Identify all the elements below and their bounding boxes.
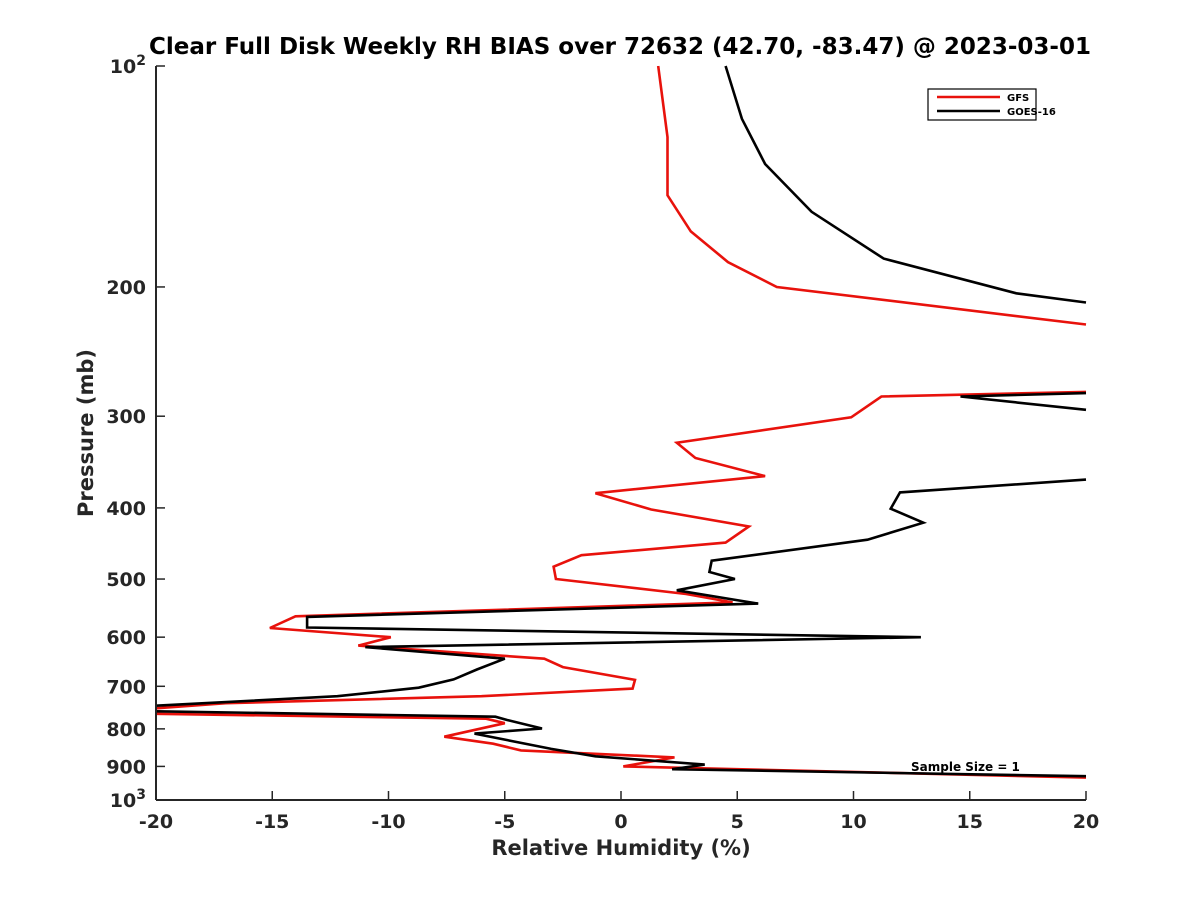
x-tick-label: -5 [494,811,515,833]
series-layer [155,65,1087,779]
y-tick-label-base: 10 [110,790,136,812]
x-axis-label: Relative Humidity (%) [491,836,750,860]
legend: GFS GOES-16 [927,88,1056,121]
x-tick-label: -15 [255,811,289,833]
y-tick-label: 500 [106,569,146,591]
y-tick-label-exponent: 2 [136,53,146,69]
x-tick-label: -10 [371,811,405,833]
series-line-goes-16 [155,65,1087,778]
legend-label-goes-16: GOES-16 [1007,107,1056,118]
x-tick-label: 10 [840,811,866,833]
x-ticks: -20 -15 -10 -5 0 5 10 15 20 [139,791,1099,833]
x-tick-label: 20 [1073,811,1099,833]
legend-box [927,88,1037,121]
sample-size-annotation: Sample Size = 1 [911,760,1020,774]
y-tick-label: 200 [106,277,146,299]
y-tick-label: 600 [106,627,146,649]
x-tick-label: 5 [731,811,744,833]
chart-title: Clear Full Disk Weekly RH BIAS over 7263… [149,34,1091,60]
legend-label-gfs: GFS [1007,93,1029,104]
y-tick-label: 300 [106,406,146,428]
x-tick-label: 15 [957,811,983,833]
y-axis-label: Pressure (mb) [74,349,98,517]
y-tick-label: 102 [110,53,146,78]
y-tick-label: 800 [106,719,146,741]
y-tick-label: 700 [106,676,146,698]
x-tick-label: 0 [614,811,627,833]
series-line-gfs [155,65,1087,779]
plot-area: -20 -15 -10 -5 0 5 10 15 20 10220030040050060070… [106,53,1099,833]
y-tick-label: 103 [110,787,146,812]
y-tick-label: 400 [106,498,146,520]
y-tick-label-exponent: 3 [136,787,146,803]
x-tick-label: -20 [139,811,173,833]
y-tick-label: 900 [106,756,146,778]
y-tick-label-base: 10 [110,56,136,78]
